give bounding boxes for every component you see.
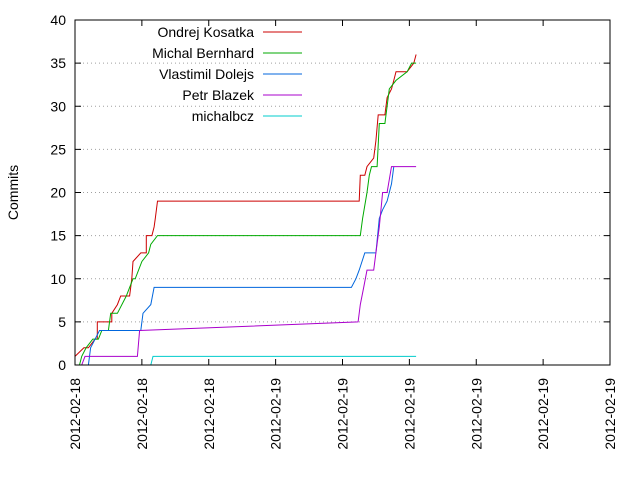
legend: Ondrej Kosatka Michal Bernhard Vlastimil D… [152,24,302,124]
x-tick-label: 2012-02-19 [335,378,351,450]
axis-ticks: 0 5 10 15 20 25 30 35 40 2012-02-18 2012-02-18 2012… [50,12,618,450]
x-tick-label: 2012-02-19 [401,378,417,450]
y-tick-label: 0 [58,357,66,373]
series-line-2 [87,166,395,366]
series-lines [74,54,417,366]
series-line-1 [79,62,417,366]
x-tick-label: 2012-02-19 [268,378,284,450]
x-tick-label: 2012-02-19 [602,378,618,450]
legend-label: Michal Bernhard [152,45,254,61]
grid-lines [75,62,610,323]
y-tick-label: 25 [50,141,66,157]
legend-label: Petr Blazek [182,87,255,103]
y-tick-label: 40 [50,12,66,28]
x-tick-label: 2012-02-19 [535,378,551,450]
series-line-3 [81,166,417,366]
y-tick-label: 5 [58,314,66,330]
legend-label: Ondrej Kosatka [158,24,255,40]
series-line-4 [150,355,417,366]
x-tick-label: 2012-02-18 [67,378,83,450]
x-tick-label: 2012-02-18 [134,378,150,450]
y-tick-label: 10 [50,271,66,287]
legend-label: michalbcz [192,108,254,124]
x-tick-label: 2012-02-18 [201,378,217,450]
y-tick-label: 30 [50,98,66,114]
y-axis-label: Commits [5,165,21,220]
y-tick-label: 35 [50,55,66,71]
legend-label: Vlastimil Dolejs [159,66,254,82]
y-tick-label: 20 [50,185,66,201]
x-tick-label: 2012-02-19 [468,378,484,450]
y-tick-label: 15 [50,228,66,244]
